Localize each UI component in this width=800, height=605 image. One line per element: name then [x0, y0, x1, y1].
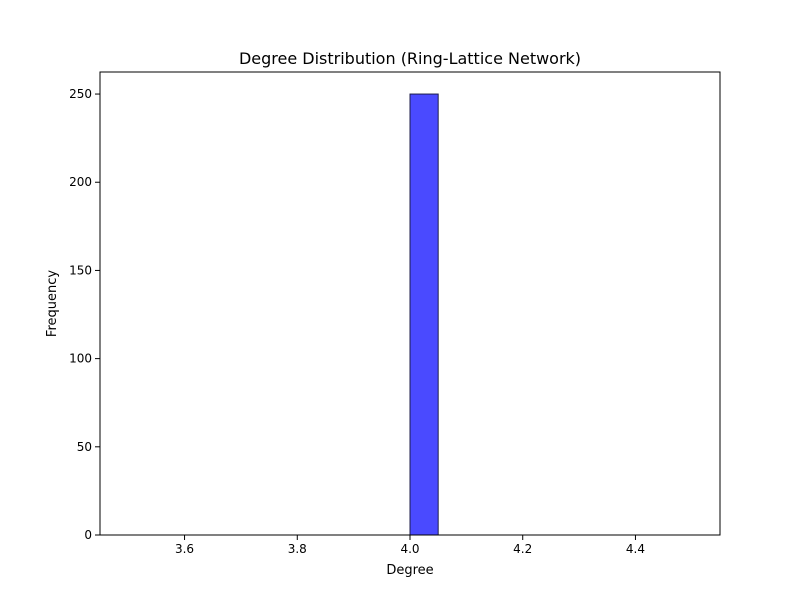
y-tick-label: 150: [69, 263, 92, 277]
y-tick-label: 0: [84, 528, 92, 542]
x-tick-label: 4.4: [626, 542, 645, 556]
chart-title: Degree Distribution (Ring-Lattice Networ…: [239, 49, 581, 68]
y-tick-label: 50: [77, 440, 92, 454]
x-tick-label: 4.2: [513, 542, 532, 556]
bars-layer: [409, 93, 439, 536]
y-axis-ticks: 0 50 100 150 200 250: [69, 87, 100, 542]
x-axis-ticks: 3.6 3.8 4.0 4.2 4.4: [175, 535, 645, 556]
x-tick-label: 4.0: [400, 542, 419, 556]
y-tick-label: 100: [69, 352, 92, 366]
histogram-bar: [409, 93, 439, 536]
y-tick-label: 200: [69, 175, 92, 189]
y-tick-label: 250: [69, 87, 92, 101]
x-tick-label: 3.6: [175, 542, 194, 556]
x-axis-label: Degree: [386, 563, 433, 578]
x-tick-label: 3.8: [288, 542, 307, 556]
y-axis-label: Frequency: [45, 270, 60, 337]
